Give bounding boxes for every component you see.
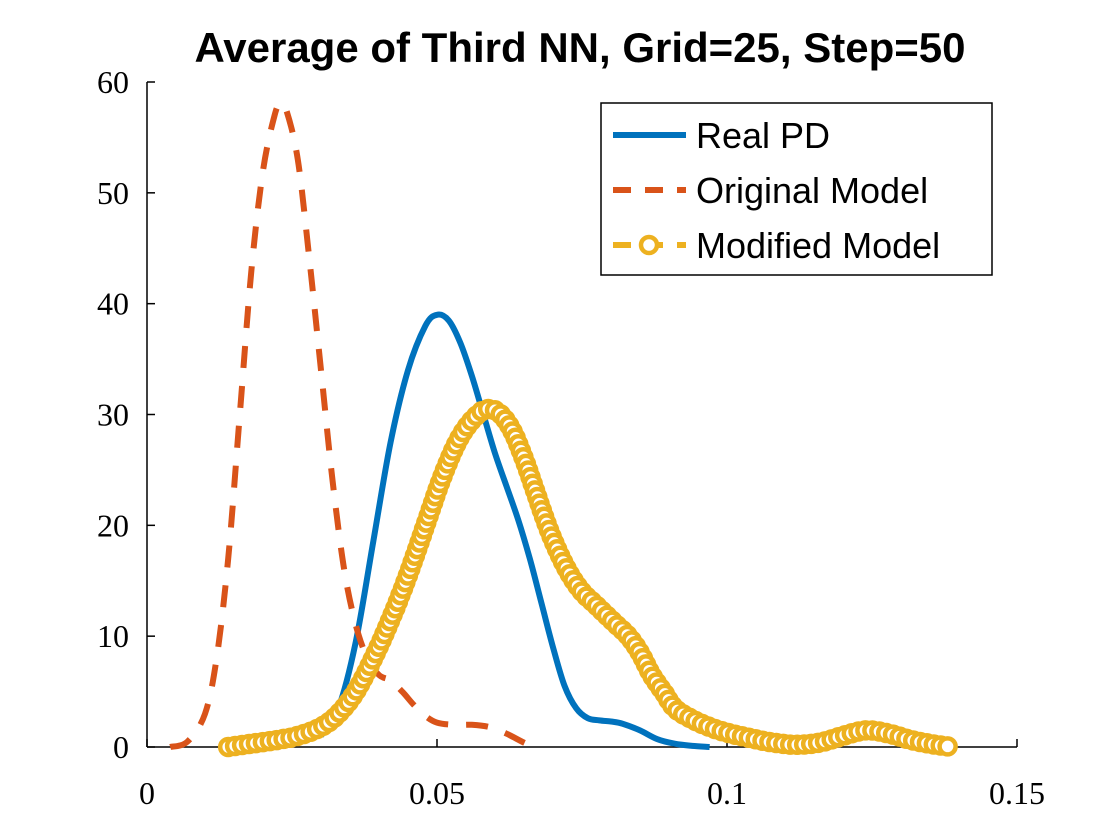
y-tick-label: 50 — [97, 175, 129, 211]
legend-marker-modified-model — [638, 234, 660, 256]
y-tick-label: 0 — [113, 729, 129, 765]
y-tick-label: 30 — [97, 397, 129, 433]
y-tick-label: 20 — [97, 507, 129, 543]
x-tick-label: 0.15 — [989, 775, 1045, 811]
legend-items: Real PD Original Model Modified Model — [613, 115, 940, 266]
y-tick-label: 10 — [97, 618, 129, 654]
series-line-modified-model — [227, 406, 954, 750]
legend-label-original-model: Original Model — [696, 170, 928, 211]
legend-box — [600, 102, 993, 276]
x-ticks: 0 0.05 0.1 0.15 — [139, 739, 1045, 811]
x-tick-label: 0.05 — [409, 775, 465, 811]
chart-title: Average of Third NN, Grid=25, Step=50 — [194, 24, 965, 71]
y-tick-label: 60 — [97, 64, 129, 100]
legend-label-modified-model: Modified Model — [696, 225, 940, 266]
series-marker-modified-model — [937, 736, 958, 757]
legend-label-real-pd: Real PD — [696, 115, 830, 156]
y-tick-label: 40 — [97, 286, 129, 322]
x-tick-label: 0.1 — [707, 775, 747, 811]
series-line-real-pd — [318, 311, 710, 750]
x-tick-label: 0 — [139, 775, 155, 811]
y-ticks: 0 10 20 30 40 50 60 — [97, 64, 155, 765]
series-layer — [169, 100, 958, 758]
legend: Real PD Original Model Modified Model — [600, 102, 993, 276]
